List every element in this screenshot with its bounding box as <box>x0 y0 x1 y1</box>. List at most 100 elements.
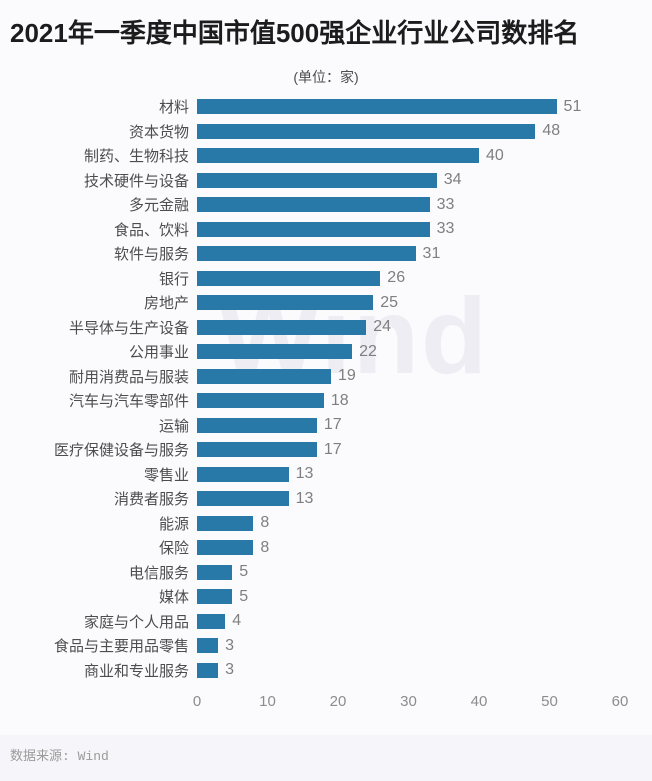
bar <box>197 442 317 458</box>
value-label: 8 <box>260 538 270 556</box>
bar-track: 31 <box>197 242 620 267</box>
value-label: 34 <box>443 171 462 189</box>
bar <box>197 491 289 507</box>
value-label: 17 <box>323 416 342 434</box>
x-axis-tick: 60 <box>611 692 629 710</box>
bar-track: 26 <box>197 266 620 291</box>
value-label: 25 <box>380 293 399 311</box>
value-label: 3 <box>225 661 235 679</box>
bar-row: 软件与服务 31 <box>0 242 652 267</box>
bar-row: 保险 8 <box>0 536 652 561</box>
bar-track: 4 <box>197 609 620 634</box>
bar-row: 技术硬件与设备 34 <box>0 168 652 193</box>
bar-row: 资本货物 48 <box>0 119 652 144</box>
value-label: 40 <box>485 146 504 164</box>
bar-track: 33 <box>197 193 620 218</box>
bar-track: 22 <box>197 340 620 365</box>
category-label: 保险 <box>158 540 189 558</box>
bar-row: 消费者服务 13 <box>0 487 652 512</box>
chart-unit-subtitle: (单位：家) <box>293 68 359 85</box>
bar-row: 制药、生物科技 40 <box>0 144 652 169</box>
bar <box>197 368 331 384</box>
bar-track: 24 <box>197 315 620 340</box>
bar <box>197 564 233 580</box>
bar-row: 食品与主要用品零售 3 <box>0 634 652 659</box>
x-axis-tick: 0 <box>192 692 202 710</box>
bar-row: 耐用消费品与服装 19 <box>0 364 652 389</box>
x-axis-tick: 50 <box>541 692 558 710</box>
category-label: 电信服务 <box>128 564 189 582</box>
value-label: 24 <box>373 318 391 336</box>
category-label: 商业和专业服务 <box>83 662 189 680</box>
bar-row: 商业和专业服务 3 <box>0 658 652 683</box>
bar <box>197 246 416 262</box>
bar-row: 医疗保健设备与服务 17 <box>0 438 652 463</box>
category-label: 医疗保健设备与服务 <box>53 442 189 460</box>
bar-row: 电信服务 5 <box>0 560 652 585</box>
bar <box>197 270 381 286</box>
bar-track: 51 <box>197 95 620 120</box>
value-label: 13 <box>295 489 314 507</box>
category-label: 能源 <box>158 515 189 533</box>
bar <box>197 123 536 139</box>
value-label: 8 <box>260 514 270 532</box>
x-axis-tick: 20 <box>329 692 347 710</box>
value-label: 4 <box>232 612 242 630</box>
bar-track: 8 <box>197 511 620 536</box>
bar-row: 房地产 25 <box>0 291 652 316</box>
category-label: 耐用消费品与服装 <box>68 368 189 386</box>
bar <box>197 197 430 213</box>
footer: 数据来源: Wind <box>0 735 652 781</box>
value-label: 17 <box>323 440 342 458</box>
bar <box>197 515 254 531</box>
bar-row: 零售业 13 <box>0 462 652 487</box>
category-label: 半导体与生产设备 <box>68 319 189 337</box>
category-label: 运输 <box>158 417 189 435</box>
bar-track: 13 <box>197 487 620 512</box>
bar <box>197 344 353 360</box>
bar <box>197 295 374 311</box>
value-label: 31 <box>422 244 441 262</box>
bar <box>197 540 254 556</box>
category-label: 消费者服务 <box>113 491 189 509</box>
bar <box>197 589 233 605</box>
value-label: 48 <box>542 122 561 140</box>
category-label: 银行 <box>158 270 189 288</box>
category-label: 媒体 <box>158 589 189 607</box>
bar-track: 17 <box>197 438 620 463</box>
bar-row: 媒体 5 <box>0 585 652 610</box>
bar <box>197 638 219 654</box>
x-axis-tick: 40 <box>470 692 488 710</box>
category-label: 零售业 <box>143 466 189 484</box>
category-label: 资本货物 <box>128 123 189 141</box>
x-axis-tick: 30 <box>400 692 417 710</box>
bar-row: 运输 17 <box>0 413 652 438</box>
chart-title: 2021年一季度中国市值500强企业行业公司数排名 <box>10 18 580 48</box>
value-label: 5 <box>239 563 249 581</box>
bar-track: 3 <box>197 658 620 683</box>
x-axis-tick: 10 <box>259 692 276 710</box>
category-label: 汽车与汽车零部件 <box>68 393 189 411</box>
value-label: 33 <box>436 220 455 238</box>
bar-track: 8 <box>197 536 620 561</box>
bar <box>197 148 479 164</box>
bar-track: 19 <box>197 364 620 389</box>
category-label: 制药、生物科技 <box>83 148 189 166</box>
bar-rows: 材料 51 资本货物 48 制药、生物科技 40 技术硬件与设备 34 多元金融 33 食品、饮料 3… <box>0 95 652 683</box>
value-label: 19 <box>337 367 356 385</box>
value-label: 13 <box>295 465 314 483</box>
bar-track: 18 <box>197 389 620 414</box>
bar-row: 能源 8 <box>0 511 652 536</box>
value-label: 51 <box>563 97 582 115</box>
bar-row: 家庭与个人用品 4 <box>0 609 652 634</box>
x-axis: 0 10 20 30 40 50 60 <box>193 689 629 719</box>
bar-track: 5 <box>197 560 620 585</box>
category-label: 食品、饮料 <box>113 221 189 239</box>
bar-track: 33 <box>197 217 620 242</box>
bar-row: 公用事业 22 <box>0 340 652 365</box>
bar <box>197 417 317 433</box>
bar-track: 25 <box>197 291 620 316</box>
bar-row: 银行 26 <box>0 266 652 291</box>
category-label: 软件与服务 <box>113 246 189 264</box>
category-label: 公用事业 <box>128 344 189 362</box>
